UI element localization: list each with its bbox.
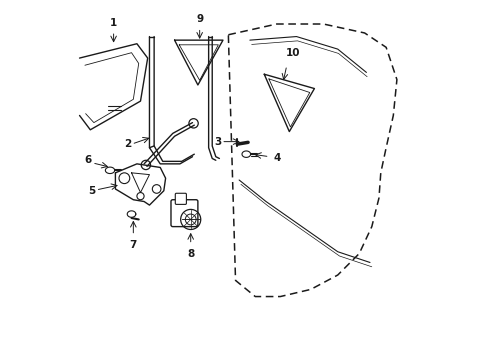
Text: 2: 2	[124, 139, 131, 149]
Text: 10: 10	[285, 48, 300, 58]
Text: 9: 9	[196, 14, 203, 24]
Text: 7: 7	[129, 240, 137, 250]
FancyBboxPatch shape	[171, 200, 198, 226]
Text: 5: 5	[87, 186, 95, 197]
Text: 8: 8	[187, 249, 194, 259]
Text: 3: 3	[214, 137, 221, 147]
Polygon shape	[127, 211, 136, 217]
FancyBboxPatch shape	[175, 193, 186, 204]
Text: 6: 6	[84, 155, 91, 165]
Text: 4: 4	[273, 153, 281, 163]
Text: 1: 1	[110, 18, 117, 28]
Polygon shape	[242, 151, 250, 157]
Polygon shape	[105, 167, 115, 174]
